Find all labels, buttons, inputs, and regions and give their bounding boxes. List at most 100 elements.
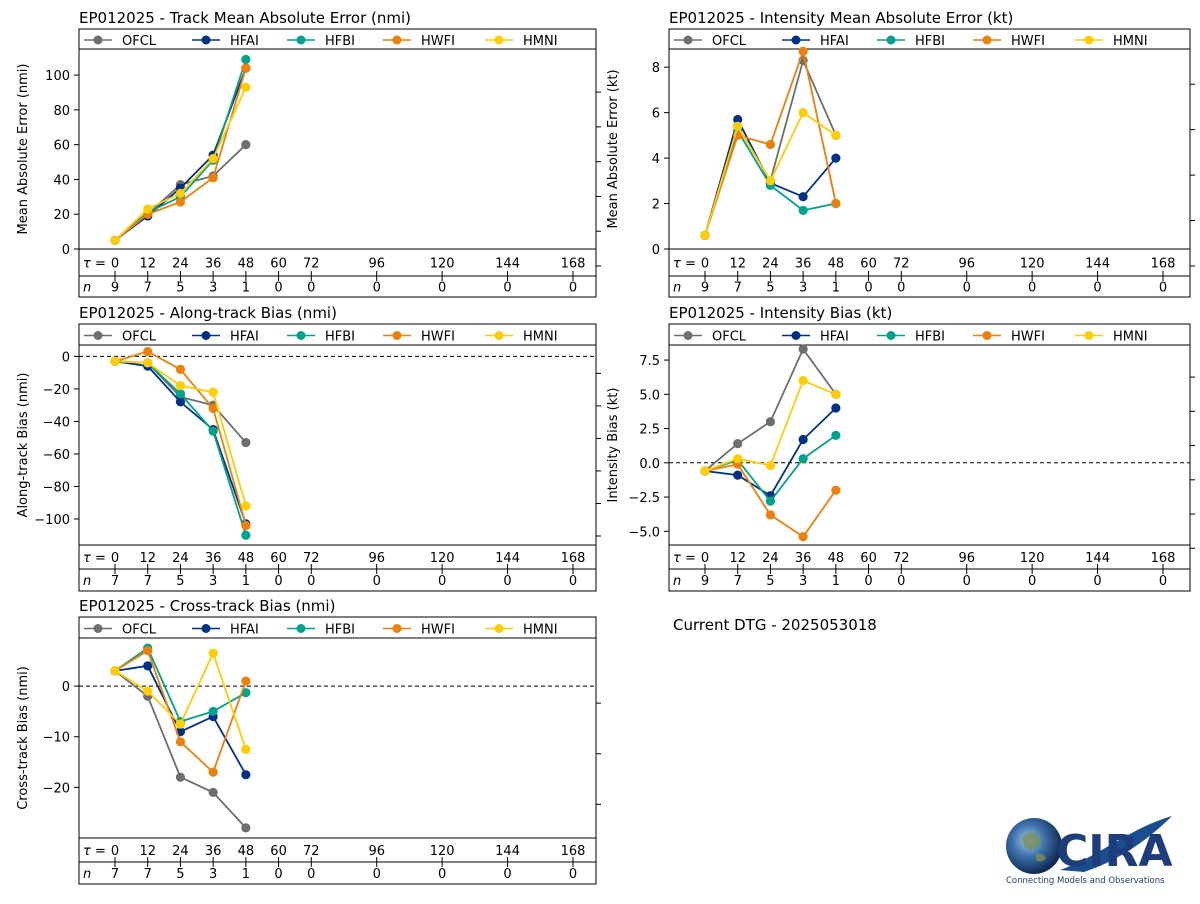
data-point-HFBI	[208, 426, 218, 436]
legend-label-HFAI: HFAI	[820, 34, 849, 49]
panel-frame	[78, 616, 597, 885]
data-point-HMNI	[143, 204, 153, 214]
tau-tick-label: 0	[701, 257, 709, 272]
data-point-OFCL	[241, 437, 251, 448]
legend-label-HMNI: HMNI	[523, 623, 558, 638]
n-row-label: n	[83, 574, 91, 589]
tau-tick-label: 120	[1020, 551, 1045, 566]
n-count-label: 0	[307, 574, 315, 589]
series-line-HWFI	[114, 649, 247, 774]
tau-tick-label: 0	[111, 844, 119, 859]
n-count-label: 0	[897, 574, 905, 589]
tau-tick-label: 96	[368, 257, 385, 272]
data-point-HMNI	[831, 130, 841, 140]
legend-label-HFAI: HFAI	[820, 330, 849, 345]
data-point-HFBI	[208, 706, 218, 717]
data-point-OFCL	[241, 140, 251, 150]
y-tick-label: −20	[43, 383, 70, 398]
n-count-label: 0	[963, 281, 971, 296]
tau-tick-label: 72	[893, 551, 910, 566]
n-count-label: 0	[1028, 574, 1036, 589]
n-row-label: n	[83, 281, 91, 296]
legend-marker-HWFI	[392, 331, 402, 340]
n-count-label: 5	[176, 867, 184, 882]
legend-label-HFBI: HFBI	[325, 623, 355, 638]
legend-label-OFCL: OFCL	[122, 623, 157, 638]
n-count-label: 7	[734, 281, 742, 296]
data-point-HWFI	[175, 197, 186, 207]
n-count-label: 7	[111, 867, 119, 882]
tau-tick-label: 36	[205, 844, 222, 859]
data-point-HMNI	[110, 666, 120, 676]
n-count-label: 0	[274, 281, 282, 296]
tau-tick-label: 36	[795, 551, 812, 566]
tau-tick-label: 48	[238, 257, 255, 272]
tau-tick-label: 168	[561, 844, 586, 859]
data-point-HWFI	[798, 532, 808, 542]
n-count-label: 0	[503, 281, 511, 296]
n-count-label: 9	[111, 281, 119, 296]
data-point-HFAI	[733, 114, 743, 125]
data-point-HMNI	[798, 108, 808, 118]
legend-marker-HFAI	[791, 35, 801, 45]
n-count-label: 0	[1093, 574, 1101, 589]
y-tick-label: 20	[53, 208, 70, 223]
legend-label-HFBI: HFBI	[915, 330, 945, 345]
logo-swoosh-icon	[1060, 816, 1172, 872]
y-tick-label: 80	[53, 104, 70, 119]
n-count-label: 0	[569, 867, 577, 882]
data-point-HWFI	[765, 510, 776, 520]
data-point-HMNI	[765, 176, 776, 186]
y-tick-label: 2.5	[639, 423, 660, 438]
data-point-HFBI	[175, 389, 186, 399]
n-count-label: 5	[766, 281, 774, 296]
legend-marker-HFBI	[886, 331, 896, 340]
tau-tick-label: 72	[303, 551, 320, 566]
legend-label-HFBI: HFBI	[915, 34, 945, 49]
series-line-OFCL	[704, 347, 837, 472]
tau-tick-label: 144	[1085, 551, 1110, 566]
legend-marker-HMNI	[1084, 331, 1094, 340]
data-point-HFBI	[765, 496, 776, 506]
data-point-HMNI	[143, 358, 153, 368]
tau-tick-label: 72	[303, 257, 320, 272]
panel-frame	[78, 323, 597, 592]
n-row-label: n	[83, 867, 91, 882]
data-point-HFAI	[831, 153, 841, 163]
y-axis-label: Intensity Bias (kt)	[606, 388, 621, 503]
tau-tick-label: 24	[172, 551, 189, 566]
tau-tick-label: 0	[111, 551, 119, 566]
tau-tick-label: 96	[958, 257, 975, 272]
n-count-label: 0	[373, 281, 381, 296]
legend-marker-OFCL	[93, 331, 103, 340]
n-count-label: 0	[569, 281, 577, 296]
tau-tick-label: 168	[1151, 257, 1176, 272]
data-point-HMNI	[733, 121, 743, 131]
legend-marker-HFAI	[201, 624, 211, 633]
legend-label-HWFI: HWFI	[421, 623, 455, 638]
data-point-HMNI	[175, 188, 186, 198]
logo-tagline: Connecting Models and Observations	[1006, 876, 1165, 886]
legend-marker-HFAI	[201, 331, 211, 340]
tau-tick-label: 168	[1151, 551, 1176, 566]
data-point-HMNI	[208, 387, 218, 397]
y-tick-label: 40	[53, 173, 70, 188]
y-tick-label: 6	[652, 107, 660, 122]
chart-panel-ibias: EP012025 - Intensity Bias (kt) OFCL HFAI HF…	[606, 304, 1195, 592]
n-count-label: 0	[307, 867, 315, 882]
y-tick-label: −2.5	[628, 491, 660, 506]
legend-marker-HFBI	[886, 35, 896, 45]
legend-marker-HWFI	[392, 624, 402, 633]
legend-label-HWFI: HWFI	[1011, 330, 1045, 345]
data-point-OFCL	[241, 823, 251, 833]
data-point-HMNI	[241, 82, 251, 92]
tau-tick-label: 36	[205, 257, 222, 272]
data-point-HWFI	[241, 63, 251, 73]
chart-title: EP012025 - Intensity Mean Absolute Error…	[669, 9, 1013, 27]
logo-text: CIRA	[1056, 826, 1173, 877]
y-tick-label: −20	[43, 781, 70, 796]
tau-tick-label: 36	[795, 257, 812, 272]
current-dtg-label: Current DTG - 2025053018	[673, 616, 877, 634]
n-count-label: 3	[209, 574, 217, 589]
data-point-HFAI	[143, 661, 153, 671]
